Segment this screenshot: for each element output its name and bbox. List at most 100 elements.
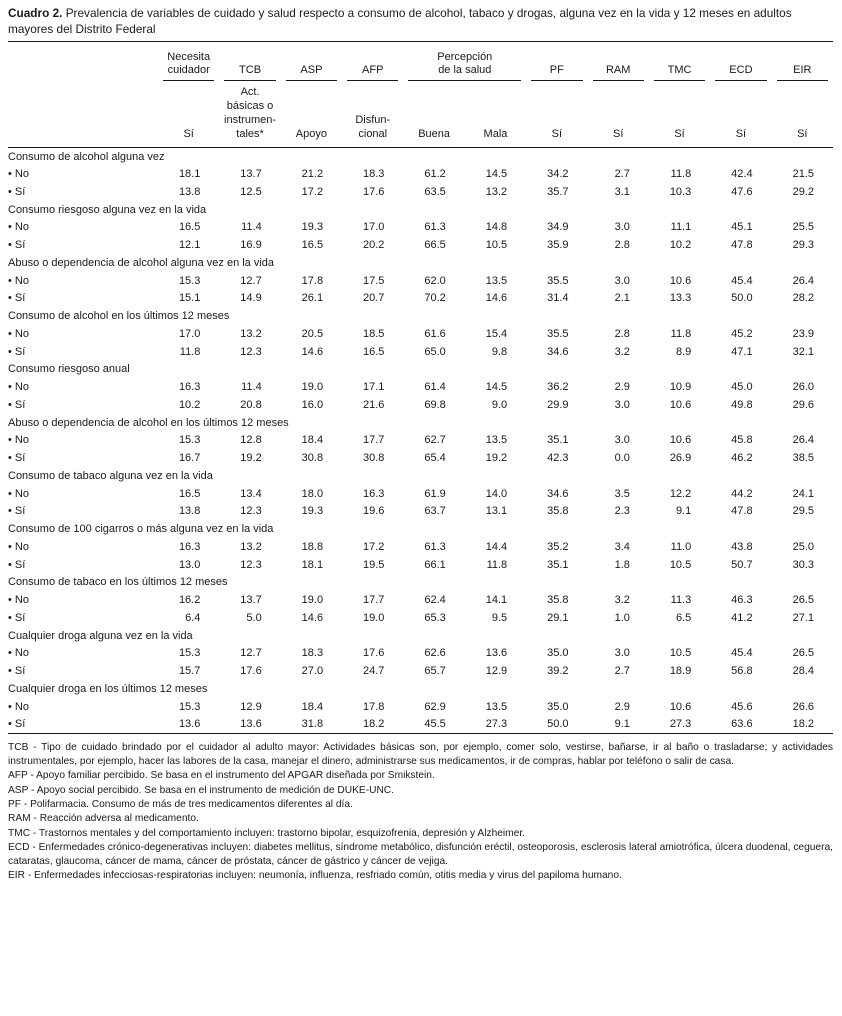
header-sub-spacer — [8, 81, 158, 148]
value-cell: 23.9 — [792, 327, 814, 340]
value-cell: 65.7 — [424, 665, 446, 678]
value-cell: 2.7 — [614, 665, 630, 678]
value-cell: 19.0 — [363, 611, 385, 624]
value-cell: 16.3 — [178, 540, 201, 553]
value-cell: 45.0 — [731, 381, 753, 394]
section-row-9: Consumo de tabaco en los últimos 12 mese… — [8, 574, 833, 592]
table-head: Necesita cuidador TCB ASP AFP Percepción de … — [8, 42, 833, 148]
value-cell: 46.2 — [731, 452, 753, 465]
col-subheader-3: Apoyo — [280, 81, 343, 148]
value-cell: 11.1 — [670, 221, 692, 234]
value-cell: 29.3 — [792, 239, 814, 252]
value-cell: 13.2 — [485, 185, 508, 198]
row-label: • No — [8, 540, 29, 553]
value-cell: 9.1 — [614, 718, 630, 731]
row-label: • Sí — [8, 665, 26, 678]
value-cell: 2.7 — [614, 168, 630, 181]
value-cell: 29.6 — [792, 398, 814, 411]
value-cell: 65.4 — [424, 452, 446, 465]
value-cell: 2.8 — [614, 327, 630, 340]
value-cell: 3.0 — [614, 221, 630, 234]
row-label: • No — [8, 274, 29, 287]
footnote-2: AFP - Apoyo familiar percibido. Se basa … — [8, 770, 435, 782]
value-cell: 13.5 — [485, 434, 508, 447]
table-row: • Sí 13.8 12.3 19.3 19.6 63.7 13.1 35.8 2.3 9.1 47… — [8, 503, 833, 521]
value-cell: 13.3 — [669, 292, 692, 305]
value-cell: 69.8 — [424, 398, 446, 411]
section-title: Cualquier droga en los últimos 12 meses — [8, 682, 208, 695]
prevalence-table: Necesita cuidador TCB ASP AFP Percepción de … — [8, 41, 833, 734]
footnote-1: TCB - Tipo de cuidado brindado por el cu… — [8, 741, 833, 768]
table-row: • No 18.1 13.7 21.2 18.3 61.2 14.5 34.2 2.7 11.8 4… — [8, 165, 833, 183]
footnote-7: ECD - Enfermedades crónico-degenerativas… — [8, 841, 833, 868]
value-cell: 27.1 — [792, 611, 814, 624]
value-cell: 12.8 — [240, 434, 262, 447]
value-cell: 26.4 — [792, 274, 814, 287]
value-cell: 13.5 — [485, 700, 508, 713]
col-subheader-1: Sí — [158, 81, 220, 148]
section-row-6: Abuso o dependencia de alcohol en los úl… — [8, 414, 833, 432]
value-cell: 17.2 — [363, 540, 385, 553]
value-cell: 45.4 — [731, 274, 753, 287]
col-group-label: AFP — [347, 64, 399, 81]
value-cell: 50.0 — [731, 292, 753, 305]
value-cell: 17.6 — [240, 665, 262, 678]
value-cell: 35.1 — [547, 434, 569, 447]
value-cell: 12.9 — [240, 700, 262, 713]
value-cell: 9.8 — [491, 345, 508, 358]
value-cell: 17.7 — [363, 594, 385, 607]
section-title: Consumo de alcohol alguna vez — [8, 150, 165, 163]
section-title: Consumo riesgoso alguna vez en la vida — [8, 203, 207, 216]
section-title: Consumo de tabaco en los últimos 12 mese… — [8, 576, 228, 589]
section-row-3: Abuso o dependencia de alcohol alguna ve… — [8, 254, 833, 272]
col-group-label: ASP — [285, 64, 338, 81]
value-cell: 18.3 — [301, 647, 324, 660]
value-cell: 26.5 — [792, 594, 814, 607]
value-cell: 19.3 — [301, 221, 324, 234]
value-cell: 14.8 — [485, 221, 508, 234]
value-cell: 35.7 — [547, 185, 569, 198]
value-cell: 10.6 — [669, 274, 692, 287]
footnote-5: RAM - Reacción adversa al medicamento. — [8, 813, 199, 825]
section-row-7: Consumo de tabaco alguna vez en la vida — [8, 467, 833, 485]
value-cell: 5.0 — [246, 611, 262, 624]
table-title: Cuadro 2. Prevalencia de variables de cu… — [8, 6, 833, 37]
value-cell: 17.8 — [301, 274, 324, 287]
col-group-7: RAM — [588, 42, 649, 81]
col-subheader-4: Disfun- cional — [342, 81, 404, 148]
value-cell: 62.4 — [424, 594, 446, 607]
table-row: • No 16.3 13.2 18.8 17.2 61.3 14.4 35.2 3.4 11.0 4… — [8, 538, 833, 556]
value-cell: 39.2 — [547, 665, 569, 678]
value-cell: 17.6 — [363, 185, 385, 198]
value-cell: 13.0 — [178, 558, 201, 571]
value-cell: 12.7 — [240, 647, 262, 660]
value-cell: 14.6 — [301, 345, 324, 358]
value-cell: 26.9 — [669, 452, 692, 465]
table-row: • No 17.0 13.2 20.5 18.5 61.6 15.4 35.5 2.8 11.8 4… — [8, 325, 833, 343]
value-cell: 26.6 — [792, 700, 814, 713]
col-group-label: TMC — [653, 64, 706, 81]
section-title: Consumo de alcohol en los últimos 12 mes… — [8, 310, 230, 323]
value-cell: 13.6 — [178, 718, 201, 731]
value-cell: 18.4 — [301, 700, 324, 713]
value-cell: 16.3 — [363, 487, 385, 500]
col-group-6: PF — [526, 42, 587, 81]
value-cell: 10.3 — [669, 185, 692, 198]
value-cell: 13.7 — [240, 594, 262, 607]
value-cell: 11.8 — [179, 345, 201, 358]
value-cell: 13.8 — [178, 505, 201, 518]
value-cell: 14.6 — [301, 611, 324, 624]
value-cell: 15.1 — [178, 292, 201, 305]
header-spacer — [8, 42, 158, 82]
value-cell: 10.6 — [669, 434, 692, 447]
section-row-5: Consumo riesgoso anual — [8, 361, 833, 379]
value-cell: 16.7 — [178, 452, 201, 465]
value-cell: 11.4 — [241, 221, 262, 234]
value-cell: 18.2 — [792, 718, 814, 731]
col-group-label: EIR — [776, 64, 828, 81]
value-cell: 19.6 — [363, 505, 385, 518]
value-cell: 43.8 — [731, 540, 753, 553]
value-cell: 16.0 — [301, 398, 324, 411]
value-cell: 63.7 — [424, 505, 446, 518]
value-cell: 3.2 — [614, 594, 630, 607]
